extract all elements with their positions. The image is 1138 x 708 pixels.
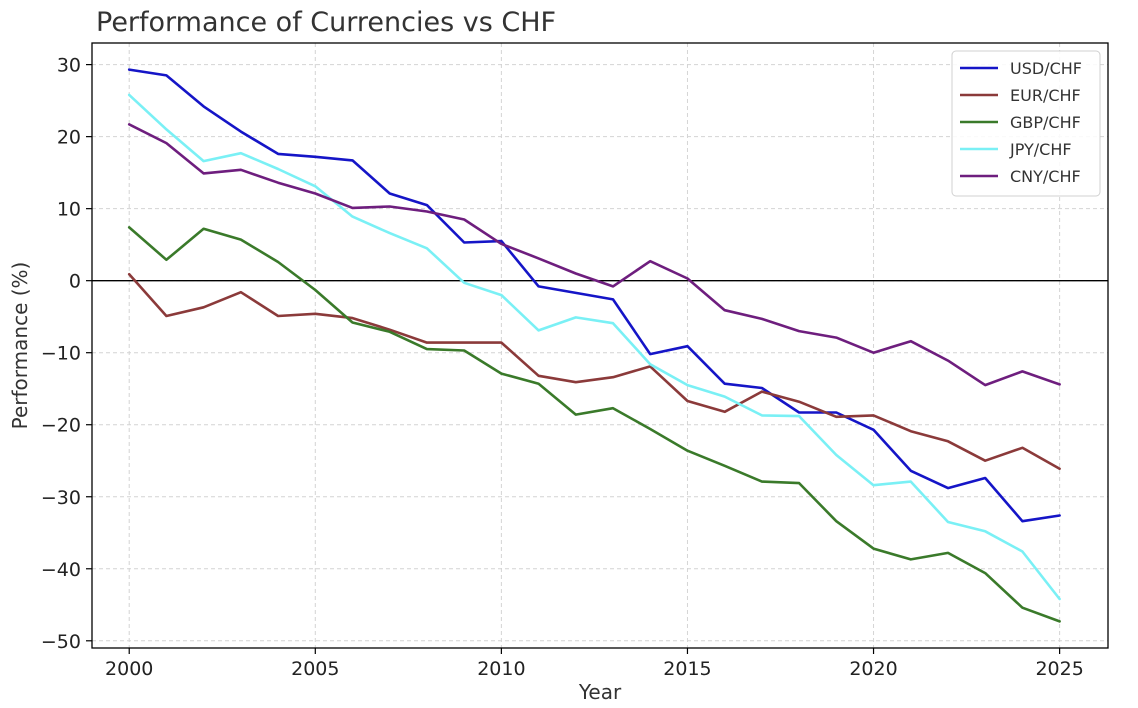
legend-label: EUR/CHF xyxy=(1010,86,1081,105)
y-tick-label: 0 xyxy=(69,271,81,293)
x-tick-label: 2025 xyxy=(1035,658,1083,680)
series-line-jpy-chf xyxy=(127,93,1061,601)
legend-label: JPY/CHF xyxy=(1009,140,1072,159)
series-line-cny-chf xyxy=(127,123,1061,387)
series-line-eur-chf xyxy=(127,272,1061,471)
legend-label: USD/CHF xyxy=(1010,59,1082,78)
x-tick-label: 2010 xyxy=(477,658,525,680)
y-tick-label: −20 xyxy=(41,415,81,437)
legend-box xyxy=(951,50,1101,197)
y-tick-label: 10 xyxy=(57,199,81,221)
y-tick-label: −40 xyxy=(41,559,81,581)
axis-ticks: 2000 2005 2010 2015 2020 20253020100−10−20−30… xyxy=(41,55,1084,680)
series-line-gbp-chf xyxy=(127,226,1061,623)
plot-area-frame xyxy=(91,42,1109,649)
x-tick-label: 2000 xyxy=(105,658,153,680)
y-tick-label: −30 xyxy=(41,487,81,509)
x-tick-label: 2005 xyxy=(291,658,339,680)
chart-title: Performance of Currencies vs CHF xyxy=(96,7,556,38)
legend-items: USD/CHF EUR/CHF GBP/CHF JPY/CHF CNY/CHF xyxy=(960,59,1082,186)
legend-label: GBP/CHF xyxy=(1010,113,1081,132)
y-tick-label: −50 xyxy=(41,631,81,653)
x-axis-label: Year xyxy=(578,680,622,704)
y-tick-label: −10 xyxy=(41,343,81,365)
legend: USD/CHF EUR/CHF GBP/CHF JPY/CHF CNY/CHF xyxy=(951,50,1101,197)
x-tick-label: 2020 xyxy=(849,658,897,680)
y-axis-label: Performance (%) xyxy=(8,262,32,430)
x-tick-label: 2015 xyxy=(663,658,711,680)
series-lines xyxy=(127,68,1061,623)
y-tick-label: 20 xyxy=(57,127,81,149)
legend-label: CNY/CHF xyxy=(1010,167,1081,186)
series-line-usd-chf xyxy=(127,68,1061,523)
y-tick-label: 30 xyxy=(57,55,81,77)
